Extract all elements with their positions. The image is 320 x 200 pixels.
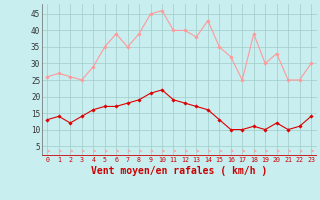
X-axis label: Vent moyen/en rafales ( km/h ): Vent moyen/en rafales ( km/h )	[91, 166, 267, 176]
